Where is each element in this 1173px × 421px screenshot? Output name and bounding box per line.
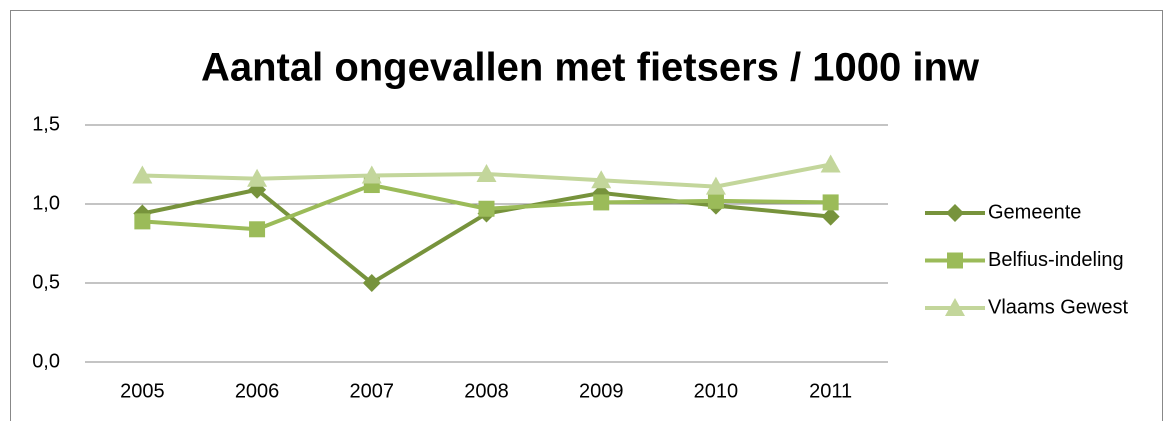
x-tick-label: 2006 [235,380,280,402]
chart-title: Aantal ongevallen met fietsers / 1000 in… [201,46,980,90]
chart-border [10,10,1163,421]
x-tick-label: 2009 [579,380,624,402]
marker [707,192,724,209]
y-tick-label: 1,5 [32,113,60,135]
marker [946,204,964,222]
marker [821,207,840,226]
marker [478,200,495,217]
y-tick-label: 0,5 [32,271,60,293]
marker [705,176,726,195]
marker [820,154,841,173]
x-tick-label: 2011 [809,380,852,402]
legend-label: Belfius-indeling [988,249,1124,271]
y-tick-label: 0,0 [32,350,60,372]
marker [822,194,839,211]
marker [249,221,266,238]
marker [361,165,382,184]
x-tick-label: 2007 [350,380,395,402]
x-tick-label: 2005 [120,380,165,402]
x-tick-label: 2010 [694,380,739,402]
marker [362,274,381,292]
marker [947,252,963,269]
marker [945,298,965,316]
marker [476,163,497,182]
marker [247,168,268,187]
legend-label: Vlaams Gewest [988,296,1128,318]
marker [593,194,610,211]
marker [134,213,151,230]
legend-label: Gemeente [988,201,1081,223]
marker [132,165,153,184]
x-tick-label: 2008 [464,380,509,402]
marker [591,170,612,189]
y-tick-label: 1,0 [32,192,60,214]
